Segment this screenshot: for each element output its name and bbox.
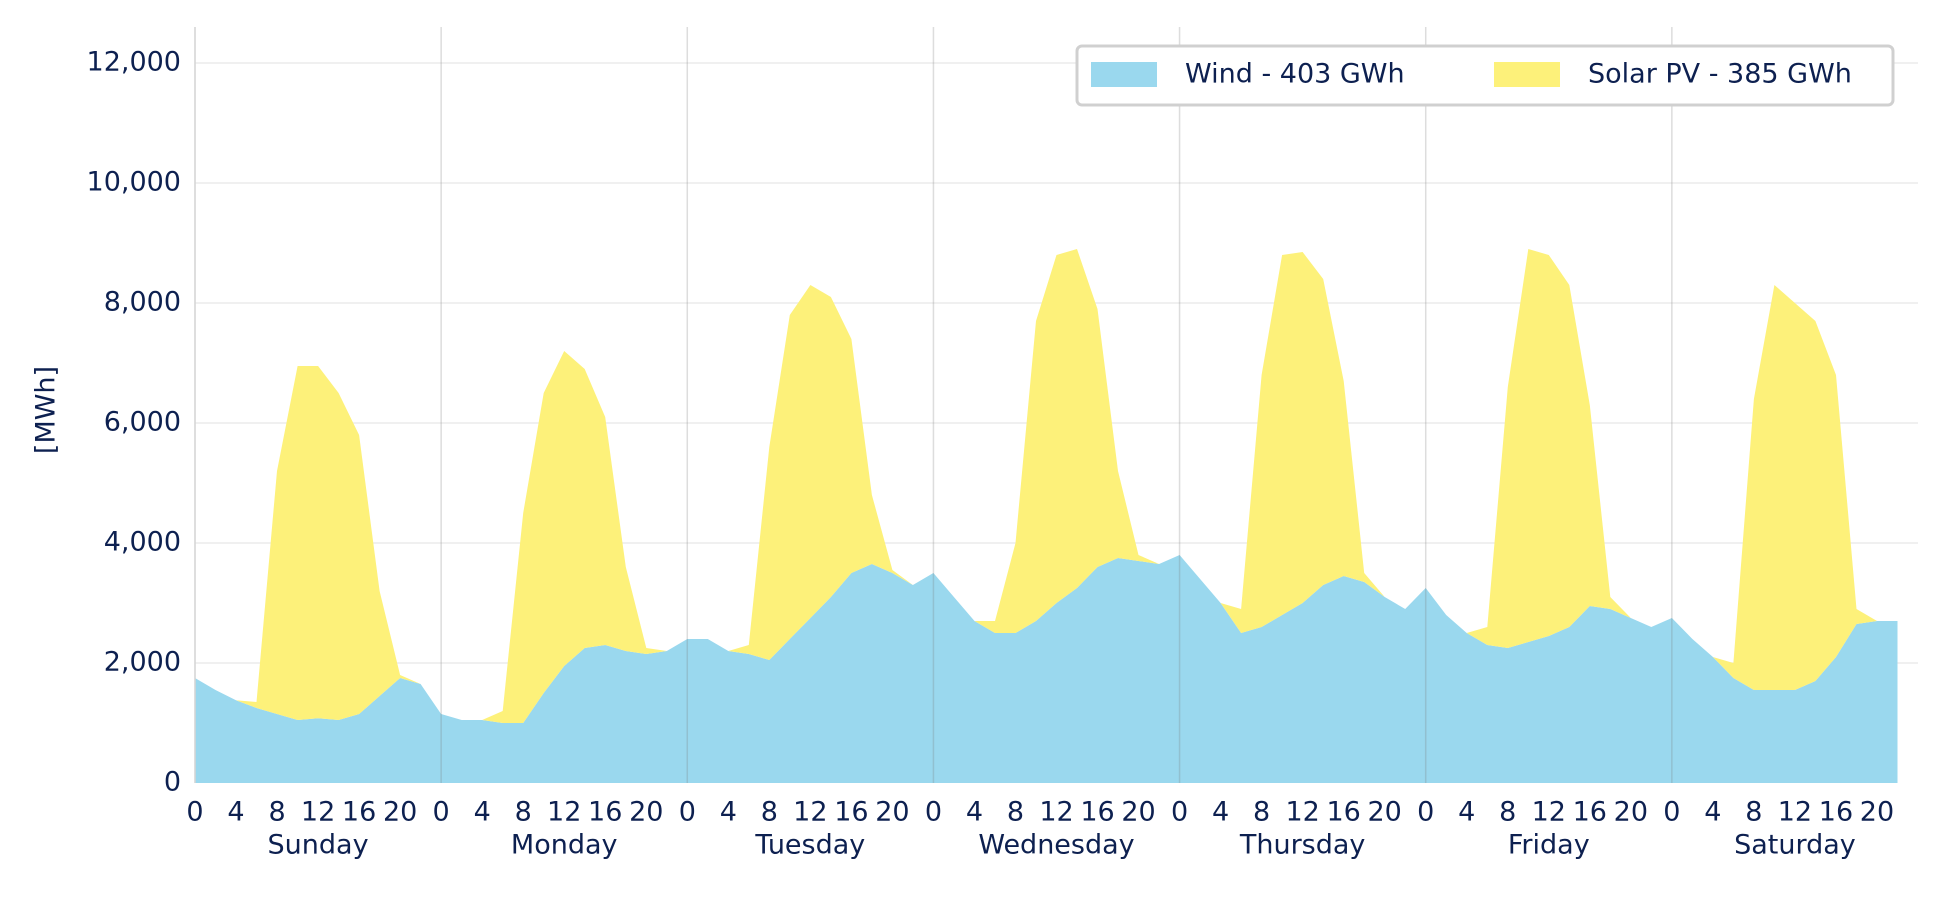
- day-label: Monday: [511, 830, 618, 861]
- x-tick-label: 20: [629, 797, 663, 828]
- x-tick-label: 20: [875, 797, 909, 828]
- y-tick-label: 10,000: [87, 167, 181, 198]
- area: [195, 249, 1898, 723]
- x-tick-label: 0: [925, 797, 942, 828]
- y-tick-label: 6,000: [104, 407, 181, 438]
- x-tick-label: 0: [1171, 797, 1188, 828]
- x-tick-label: 20: [383, 797, 417, 828]
- x-tick-label: 20: [1860, 797, 1894, 828]
- day-label: Tuesday: [754, 830, 865, 861]
- x-tick-label: 4: [474, 797, 491, 828]
- x-tick-label: 0: [1663, 797, 1680, 828]
- y-axis-label: [MWh]: [31, 366, 62, 454]
- x-tick-label: 0: [1417, 797, 1434, 828]
- y-tick-label: 0: [164, 767, 181, 798]
- x-tick-label: 16: [342, 797, 376, 828]
- day-label: Friday: [1508, 830, 1590, 861]
- day-label: Wednesday: [978, 830, 1134, 861]
- x-tick-label: 20: [1614, 797, 1648, 828]
- x-tick-label: 12: [1778, 797, 1812, 828]
- x-tick-label: 8: [1499, 797, 1516, 828]
- x-tick-label: 0: [679, 797, 696, 828]
- x-tick-label: 8: [1253, 797, 1270, 828]
- x-tick-label: 8: [515, 797, 532, 828]
- x-tick-label: 12: [1532, 797, 1566, 828]
- x-tick-label: 20: [1121, 797, 1155, 828]
- x-tick-label: 16: [1819, 797, 1853, 828]
- x-tick-label: 0: [433, 797, 450, 828]
- x-tick-label: 16: [834, 797, 868, 828]
- x-tick-label: 4: [966, 797, 983, 828]
- y-tick-label: 12,000: [87, 47, 181, 78]
- x-tick-label: 12: [301, 797, 335, 828]
- x-tick-label: 12: [793, 797, 827, 828]
- x-tick-label: 12: [1285, 797, 1319, 828]
- x-tick-label: 16: [1326, 797, 1360, 828]
- x-tick-label: 12: [1039, 797, 1073, 828]
- day-label: Sunday: [268, 830, 369, 861]
- x-tick-label: 8: [268, 797, 285, 828]
- x-tick-label: 20: [1368, 797, 1402, 828]
- legend-label: Wind - 403 GWh: [1185, 59, 1405, 90]
- x-tick-label: 4: [720, 797, 737, 828]
- legend-swatch: [1494, 62, 1560, 87]
- x-tick-label: 8: [761, 797, 778, 828]
- day-label: Saturday: [1734, 830, 1856, 861]
- area: [195, 555, 1898, 783]
- x-tick-label: 4: [227, 797, 244, 828]
- x-tick-label: 8: [1745, 797, 1762, 828]
- x-tick-label: 16: [588, 797, 622, 828]
- x-tick-label: 16: [1573, 797, 1607, 828]
- x-tick-label: 12: [547, 797, 581, 828]
- legend-swatch: [1091, 62, 1157, 87]
- y-tick-label: 8,000: [104, 287, 181, 318]
- legend: Wind - 403 GWh Solar PV - 385 GWh: [1075, 44, 1895, 107]
- day-label: Thursday: [1239, 830, 1366, 861]
- legend-label: Solar PV - 385 GWh: [1588, 59, 1852, 90]
- x-tick-label: 4: [1704, 797, 1721, 828]
- y-tick-label: 4,000: [104, 527, 181, 558]
- x-tick-label: 4: [1458, 797, 1475, 828]
- legend-box: [1075, 44, 1895, 107]
- x-tick-label: 16: [1080, 797, 1114, 828]
- y-tick-label: 2,000: [104, 647, 181, 678]
- x-tick-label: 0: [186, 797, 203, 828]
- x-tick-label: 8: [1007, 797, 1024, 828]
- x-tick-label: 4: [1212, 797, 1229, 828]
